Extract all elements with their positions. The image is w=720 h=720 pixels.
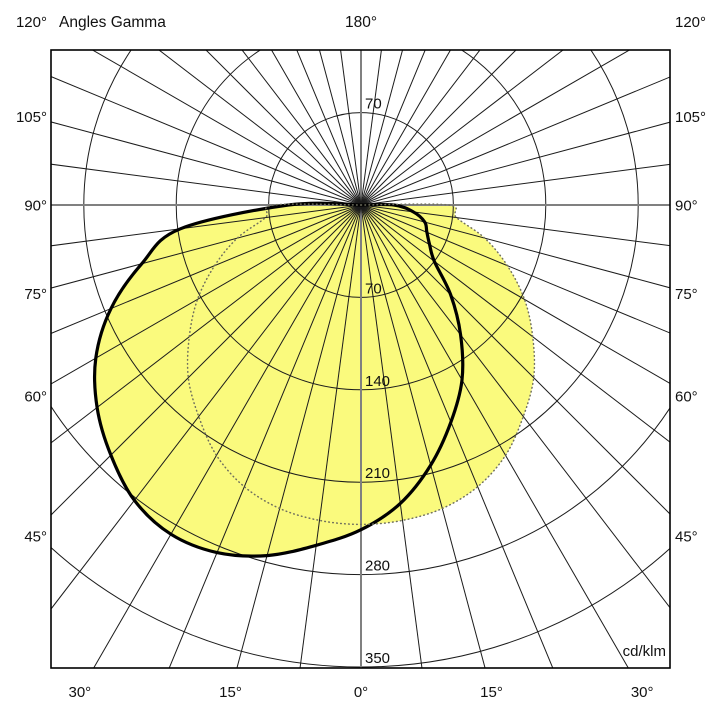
gamma-label-right: 60° bbox=[675, 389, 698, 406]
gamma-label-top: 180° bbox=[345, 14, 377, 31]
radial-tick-label: 350 bbox=[365, 650, 390, 667]
dotted-curve bbox=[186, 203, 536, 526]
radial-tick-label: 210 bbox=[365, 465, 390, 482]
gamma-label-bottom: 0° bbox=[354, 684, 368, 701]
unit-label: cd/klm bbox=[623, 643, 666, 660]
solid-curve bbox=[92, 201, 465, 558]
gamma-label-bottom: 15° bbox=[219, 684, 242, 701]
gamma-label-right: 90° bbox=[675, 198, 698, 215]
gamma-label-right: 105° bbox=[675, 109, 706, 126]
radial-tick-label: 140 bbox=[365, 373, 390, 390]
radial-tick-label: 70 bbox=[365, 280, 382, 297]
gamma-label-bottom: 30° bbox=[68, 684, 91, 701]
gamma-label-right: 45° bbox=[675, 529, 698, 546]
gamma-label-left: 90° bbox=[24, 198, 47, 215]
gamma-label-left: 60° bbox=[24, 389, 47, 406]
gamma-label-bottom: 30° bbox=[631, 684, 654, 701]
gamma-label-left: 45° bbox=[24, 529, 47, 546]
plot-frame-layer bbox=[50, 49, 671, 669]
gamma-label-bottom: 15° bbox=[480, 684, 503, 701]
axis-labels-layer: 70 140 210 280 350 70 120° 120° 105° 105° 90° 90° 75… bbox=[16, 14, 706, 701]
gamma-label-left: 120° bbox=[16, 14, 47, 31]
gamma-label-left: 75° bbox=[24, 286, 47, 303]
radial-tick-label-upper: 70 bbox=[365, 96, 382, 113]
radial-tick-label: 280 bbox=[365, 558, 390, 575]
plot-frame bbox=[50, 49, 671, 669]
gamma-label-right: 120° bbox=[675, 14, 706, 31]
diagram-title: Angles Gamma bbox=[59, 14, 166, 31]
gamma-label-left: 105° bbox=[16, 109, 47, 126]
gamma-label-right: 75° bbox=[675, 286, 698, 303]
